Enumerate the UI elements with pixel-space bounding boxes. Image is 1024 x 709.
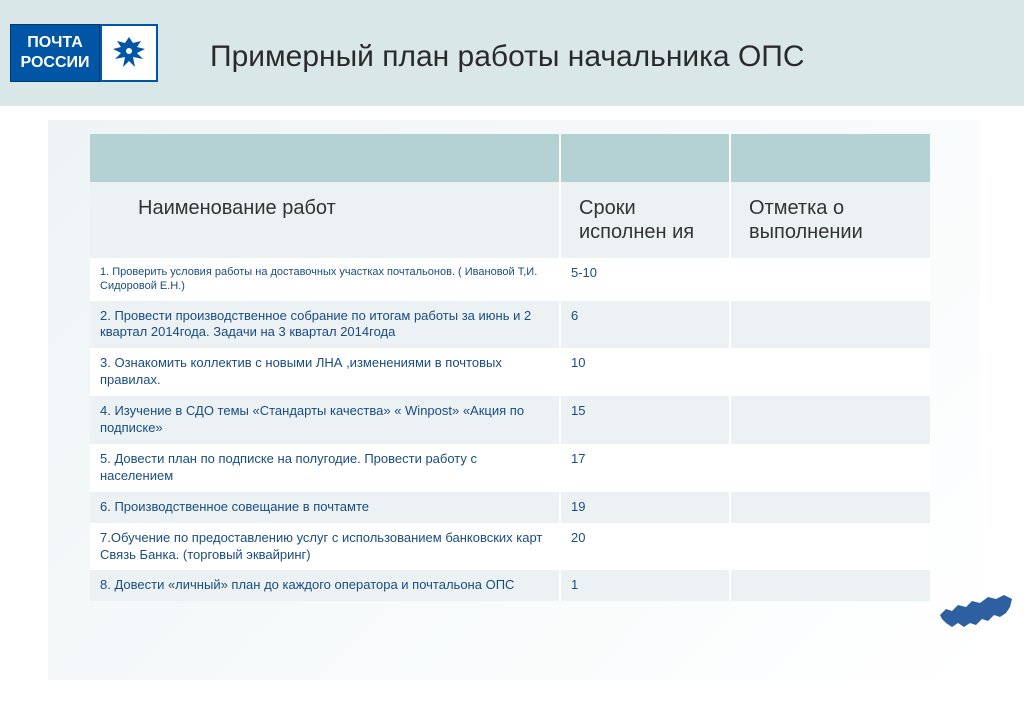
column-header-term: Сроки исполнен ия [560,182,730,258]
cell-name: 3. Ознакомить коллектив с новыми ЛНА ,из… [90,348,560,396]
table-row: 8. Довести «личный» план до каждого опер… [90,570,930,601]
table-header-row: Наименование работ Сроки исполнен ия Отм… [90,182,930,258]
column-header-name: Наименование работ [90,182,560,258]
table-row: 5. Довести план по подписке на полугодие… [90,444,930,492]
cell-name: 7.Обучение по предоставлению услуг с исп… [90,523,560,571]
cell-term: 6 [560,301,730,349]
logo-emblem-box [100,24,158,82]
russia-map-icon [936,587,1016,637]
cell-term: 19 [560,492,730,523]
cell-name: 5. Довести план по подписке на полугодие… [90,444,560,492]
slide: ПОЧТА РОССИИ Примерный план работы начал… [0,0,1024,709]
cell-term: 5-10 [560,258,730,301]
table-row: 3. Ознакомить коллектив с новыми ЛНА ,из… [90,348,930,396]
cell-mark [730,444,930,492]
logo-text-block: ПОЧТА РОССИИ [10,24,100,82]
page-title: Примерный план работы начальника ОПС [210,40,805,74]
cell-name: 6. Производственное совещание в почтамте [90,492,560,523]
cell-name: 1. Проверить условия работы на доставочн… [90,258,560,301]
logo-line1: ПОЧТА [27,34,83,51]
table-row: 1. Проверить условия работы на доставочн… [90,258,930,301]
cell-term: 17 [560,444,730,492]
cell-mark [730,570,930,601]
cell-name: 8. Довести «личный» план до каждого опер… [90,570,560,601]
blank-cell [90,134,560,182]
cell-term: 20 [560,523,730,571]
cell-name: 2. Провести производственное собрание по… [90,301,560,349]
blank-cell [560,134,730,182]
cell-term: 15 [560,396,730,444]
table-row: 6. Производственное совещание в почтамте… [90,492,930,523]
table-row: 4. Изучение в СДО темы «Стандарты качест… [90,396,930,444]
cell-mark [730,492,930,523]
cell-mark [730,396,930,444]
cell-mark [730,301,930,349]
eagle-icon [109,33,149,73]
work-plan-table: Наименование работ Сроки исполнен ия Отм… [90,134,930,601]
logo-line2: РОССИИ [20,54,89,71]
cell-name: 4. Изучение в СДО темы «Стандарты качест… [90,396,560,444]
cell-term: 10 [560,348,730,396]
cell-mark [730,348,930,396]
logo: ПОЧТА РОССИИ [10,24,158,82]
table-row: 2. Провести производственное собрание по… [90,301,930,349]
column-header-mark: Отметка о выполнении [730,182,930,258]
cell-term: 1 [560,570,730,601]
blank-cell [730,134,930,182]
cell-mark [730,258,930,301]
cell-mark [730,523,930,571]
table-blank-header-row [90,134,930,182]
table-row: 7.Обучение по предоставлению услуг с исп… [90,523,930,571]
